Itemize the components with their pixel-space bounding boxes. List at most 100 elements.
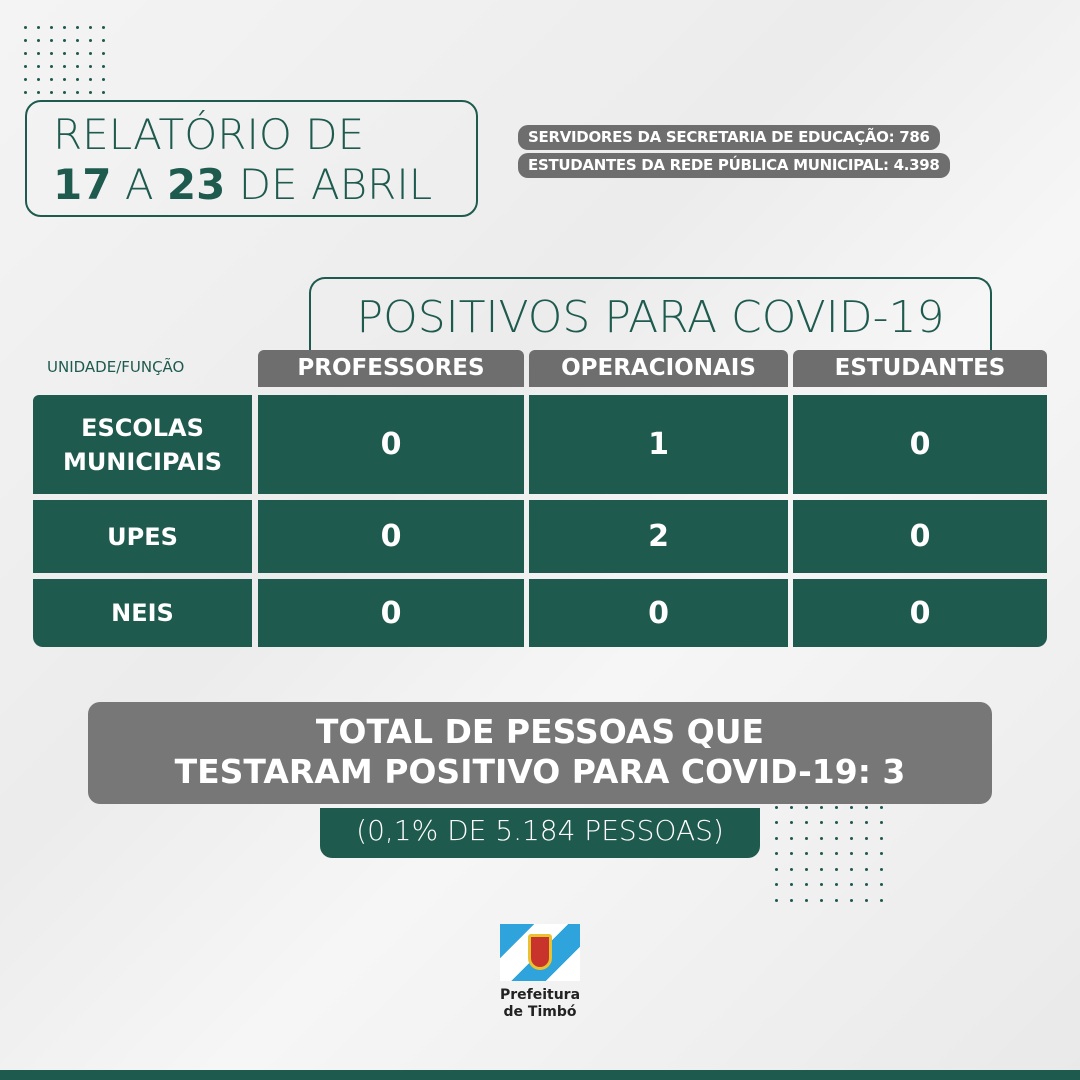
- dot: [865, 898, 868, 902]
- month: DE ABRIL: [238, 160, 433, 209]
- dot: [89, 65, 92, 68]
- dot: [37, 91, 40, 94]
- total-line2: TESTARAM POSITIVO PARA COVID-19: 3: [174, 752, 906, 791]
- dot: [63, 65, 66, 68]
- dot: [76, 26, 79, 29]
- dot: [880, 821, 883, 824]
- dot: [880, 852, 883, 855]
- dot: [835, 805, 838, 809]
- dot: [37, 39, 40, 42]
- table-cell: 0: [258, 500, 524, 573]
- dot: [37, 78, 40, 81]
- timbo-flag-icon: [500, 924, 580, 981]
- decorative-dots: [775, 790, 895, 914]
- dot: [63, 39, 66, 42]
- dot: [89, 26, 92, 29]
- dot: [775, 867, 778, 871]
- decorative-dots: [24, 26, 115, 104]
- dot: [24, 91, 27, 94]
- dot: [775, 836, 778, 840]
- dot: [880, 898, 883, 902]
- table-cell: 0: [793, 579, 1047, 647]
- dot: [850, 852, 853, 855]
- dot: [790, 898, 793, 902]
- dot: [865, 852, 868, 855]
- dot: [805, 883, 808, 886]
- dot: [37, 52, 40, 55]
- dot: [790, 805, 793, 809]
- dot: [850, 836, 853, 840]
- dot: [835, 867, 838, 871]
- dot: [850, 821, 853, 824]
- info-estudantes: ESTUDANTES DA REDE PÚBLICA MUNICIPAL: 4.…: [518, 153, 950, 178]
- dot: [76, 39, 79, 42]
- table-heading: POSITIVOS PARA COVID-19: [309, 277, 992, 357]
- dot: [880, 867, 883, 871]
- dot: [805, 852, 808, 855]
- dot: [820, 821, 823, 824]
- dot: [820, 867, 823, 871]
- table-cell: 0: [793, 500, 1047, 573]
- report-title: RELATÓRIO DE 17 A 23 DE ABRIL: [25, 100, 478, 217]
- total-box: TOTAL DE PESSOAS QUE TESTARAM POSITIVO P…: [88, 702, 992, 804]
- dot: [63, 26, 66, 29]
- dot: [865, 883, 868, 886]
- dot: [102, 26, 105, 29]
- logo-line2: de Timbó: [503, 1004, 577, 1020]
- dot: [76, 91, 79, 94]
- dot: [805, 821, 808, 824]
- table-cell: 0: [258, 395, 524, 494]
- row-label: ESCOLAS MUNICIPAIS: [33, 395, 252, 494]
- logo-line1: Prefeitura: [499, 987, 581, 1003]
- dot: [24, 26, 27, 29]
- coat-of-arms-icon: [528, 934, 552, 970]
- dot: [820, 836, 823, 840]
- dot: [820, 883, 823, 886]
- dot: [63, 78, 66, 81]
- dot: [24, 78, 27, 81]
- dot: [50, 39, 53, 42]
- dot: [102, 78, 105, 81]
- dot: [775, 883, 778, 886]
- dot: [89, 39, 92, 42]
- dot: [775, 852, 778, 855]
- dot: [775, 821, 778, 824]
- dot: [880, 883, 883, 886]
- dot: [865, 867, 868, 871]
- end-day: 23: [166, 160, 226, 209]
- dot: [880, 836, 883, 840]
- total-line1: TOTAL DE PESSOAS QUE: [315, 712, 765, 751]
- dot: [63, 52, 66, 55]
- corner-label: UNIDADE/FUNÇÃO: [47, 358, 185, 376]
- dot: [37, 65, 40, 68]
- dot: [24, 39, 27, 42]
- dot: [50, 78, 53, 81]
- table-cell: 1: [529, 395, 788, 494]
- table-cell: 0: [258, 579, 524, 647]
- dot: [835, 883, 838, 886]
- dot: [102, 52, 105, 55]
- dot: [850, 883, 853, 886]
- dot: [50, 91, 53, 94]
- dot: [102, 65, 105, 68]
- column-header: ESTUDANTES: [793, 350, 1047, 387]
- dot: [805, 898, 808, 902]
- row-label: NEIS: [33, 579, 252, 647]
- dot: [820, 805, 823, 809]
- dot: [89, 52, 92, 55]
- dot: [820, 898, 823, 902]
- row-label: UPES: [33, 500, 252, 573]
- dot: [865, 836, 868, 840]
- dot: [50, 65, 53, 68]
- dot: [24, 52, 27, 55]
- dot: [89, 91, 92, 94]
- table-cell: 0: [793, 395, 1047, 494]
- column-header: OPERACIONAIS: [529, 350, 788, 387]
- info-servidores: SERVIDORES DA SECRETARIA DE EDUCAÇÃO: 78…: [518, 125, 940, 150]
- dot: [76, 65, 79, 68]
- dot: [63, 91, 66, 94]
- dot: [24, 65, 27, 68]
- dot: [790, 852, 793, 855]
- dot: [835, 836, 838, 840]
- dot: [835, 898, 838, 902]
